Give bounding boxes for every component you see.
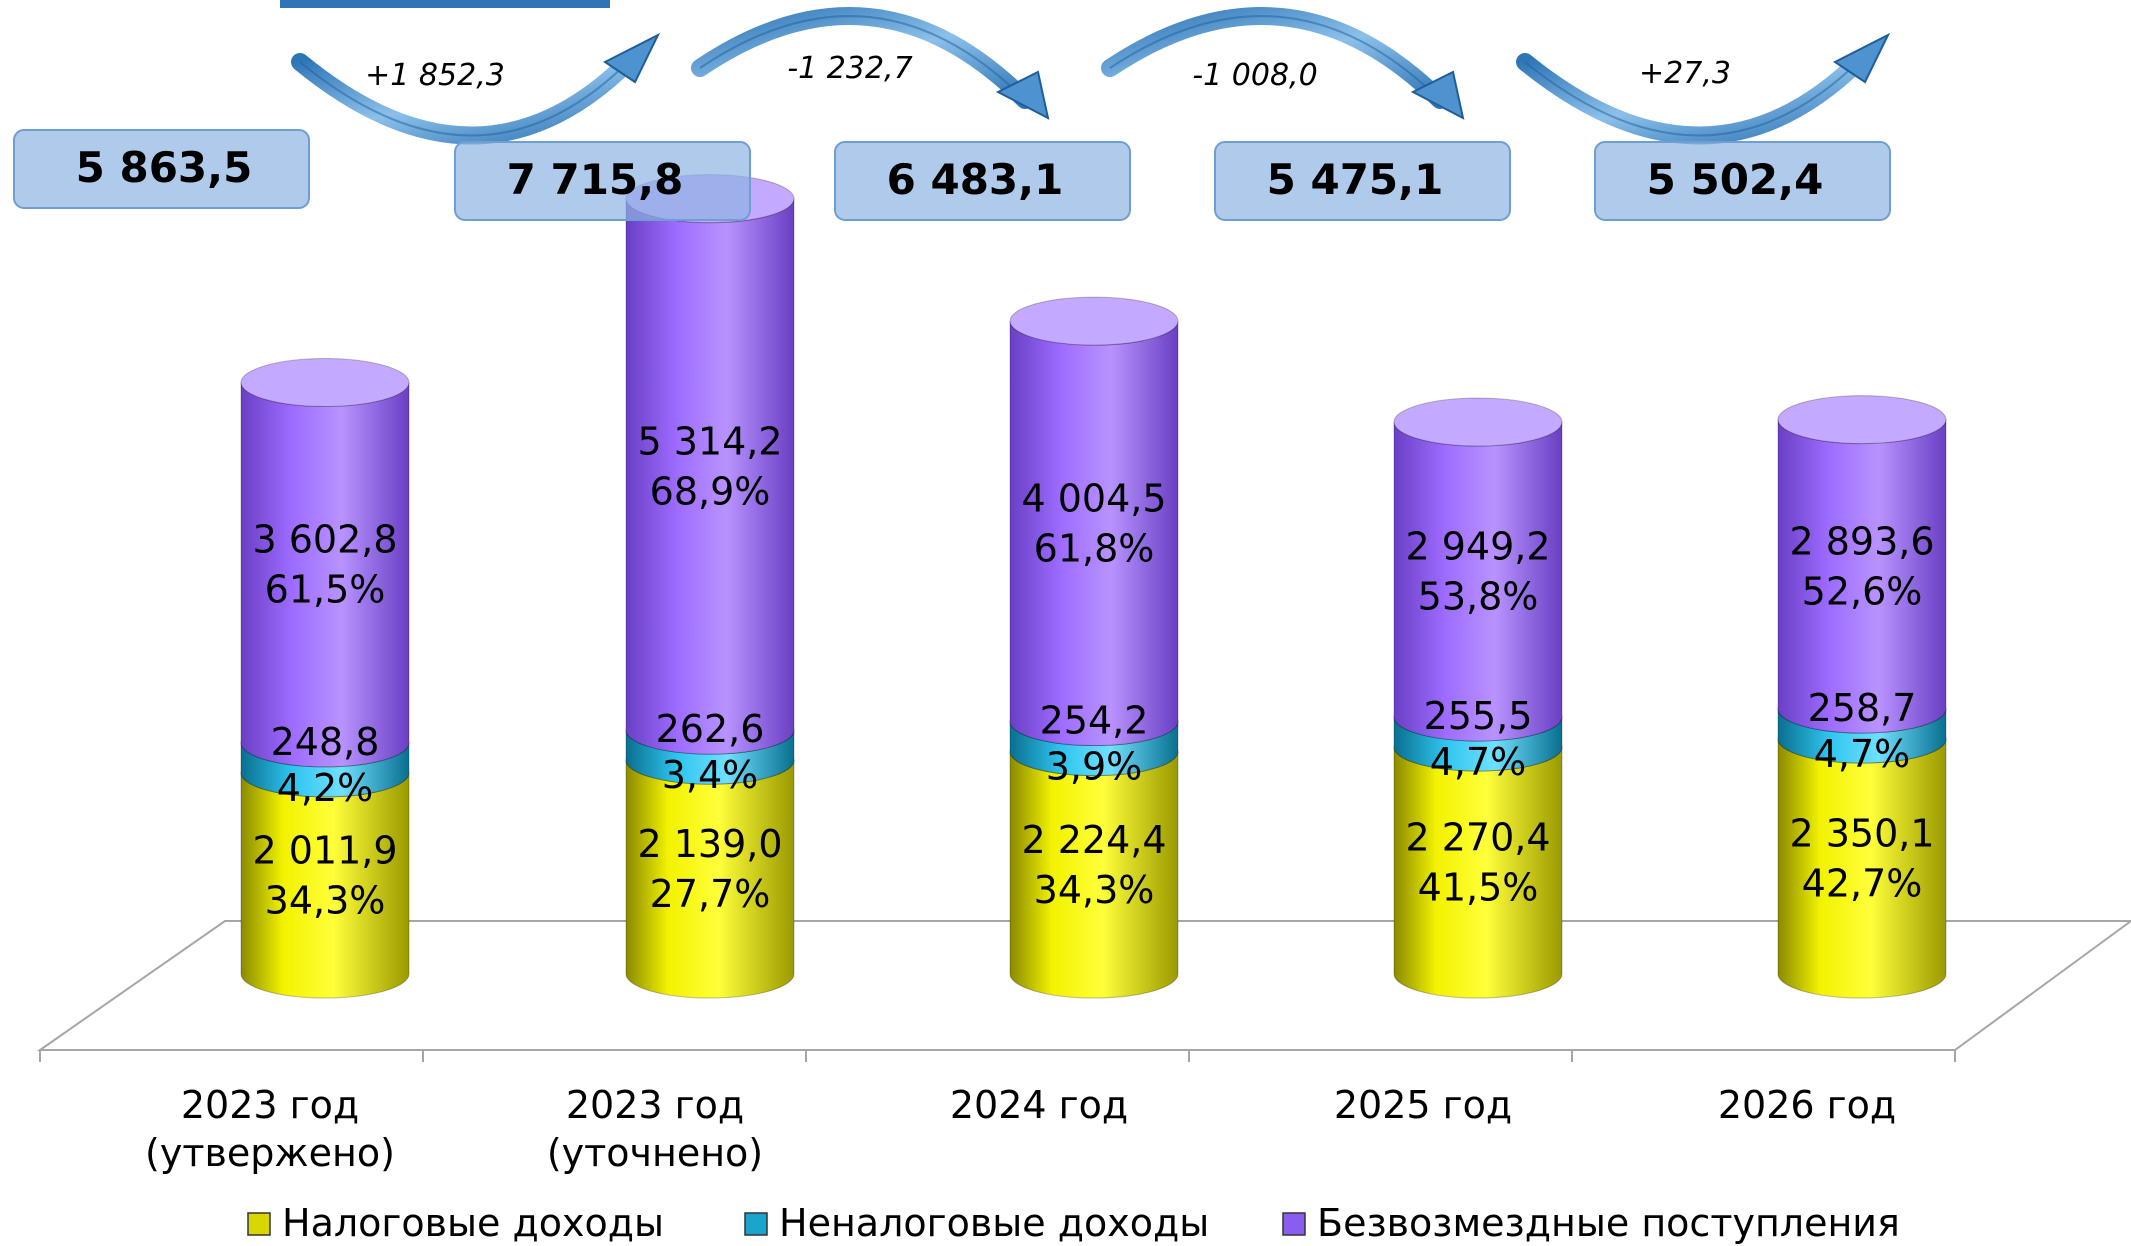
bar-cap-gratuitous-4 bbox=[1777, 395, 1947, 445]
x-axis-labels: 2023 год(утвержено)2023 год(уточнено)202… bbox=[145, 1083, 1896, 1175]
x-tick-label-1-1: (уточнено) bbox=[547, 1131, 763, 1175]
data-label-percent-gratuitous-0: 61,5% bbox=[265, 568, 386, 612]
data-label-percent-nontax-2: 3,9% bbox=[1046, 745, 1143, 789]
change-arrow-3: +27,3 bbox=[1516, 32, 1891, 145]
bar-gratuitous-3 bbox=[1393, 397, 1563, 742]
total-box-bg-0 bbox=[13, 129, 310, 209]
total-value-4: 5 502,4 bbox=[1647, 155, 1824, 204]
data-label-value-nontax-4: 258,7 bbox=[1808, 686, 1917, 730]
total-box-bg-3 bbox=[1214, 141, 1511, 221]
data-label-percent-gratuitous-2: 61,8% bbox=[1034, 526, 1155, 570]
change-label-3: +27,3 bbox=[1639, 56, 1731, 91]
data-label-value-tax-0: 2 011,9 bbox=[252, 828, 397, 872]
data-label-percent-tax-1: 27,7% bbox=[650, 872, 771, 916]
change-arrow-outline-3 bbox=[1524, 59, 1861, 137]
x-tick-label-3-0: 2025 год bbox=[1334, 1083, 1512, 1127]
change-arrow-head-2 bbox=[1410, 70, 1465, 120]
legend-item-tax: Налоговые доходы bbox=[247, 1201, 664, 1245]
total-box-bg-4 bbox=[1594, 141, 1891, 221]
change-label-2: -1 008,0 bbox=[1192, 58, 1317, 93]
legend-swatch-nontax bbox=[744, 1212, 768, 1236]
bar-gratuitous-4 bbox=[1777, 395, 1947, 734]
change-arrow-0: +1 852,3 bbox=[291, 32, 661, 145]
data-label-value-gratuitous-3: 2 949,2 bbox=[1405, 525, 1550, 569]
change-arrow-head-3 bbox=[1833, 32, 1891, 84]
change-arrow-outline-2 bbox=[1109, 15, 1441, 101]
data-label-percent-gratuitous-3: 53,8% bbox=[1418, 575, 1539, 619]
change-arrow-head-1 bbox=[995, 70, 1050, 120]
total-box-3: 5 475,1 bbox=[1214, 141, 1511, 221]
total-value-1: 7 715,8 bbox=[507, 155, 684, 204]
data-label-percent-tax-3: 41,5% bbox=[1418, 865, 1539, 909]
bars-layer: 2 011,9 34,3% 248,84,2% 3 602,8 61,5% 2 139,0… bbox=[240, 174, 1947, 999]
data-label-percent-tax-4: 42,7% bbox=[1802, 861, 1923, 905]
data-label-percent-nontax-1: 3,4% bbox=[662, 753, 759, 797]
change-arrows-layer: +1 852,3 -1 232,7 -1 008,0 +27,3 bbox=[291, 7, 1891, 145]
x-tick-label-0-0: 2023 год bbox=[181, 1083, 359, 1127]
change-arrow-1: -1 232,7 bbox=[691, 7, 1050, 120]
data-label-value-gratuitous-1: 5 314,2 bbox=[637, 419, 782, 463]
change-label-1: -1 232,7 bbox=[787, 51, 912, 86]
total-value-2: 6 483,1 bbox=[887, 155, 1064, 204]
data-label-value-nontax-3: 255,5 bbox=[1424, 694, 1533, 738]
total-box-bg-2 bbox=[834, 141, 1131, 221]
change-arrow-head-0 bbox=[603, 32, 661, 84]
legend: Налоговые доходы Неналоговые доходы Безвоз… bbox=[247, 1201, 1900, 1245]
total-box-4: 5 502,4 bbox=[1594, 141, 1891, 221]
change-arrow-outline-1 bbox=[699, 15, 1026, 101]
legend-item-gratuitous: Безвозмездные поступления bbox=[1282, 1201, 1900, 1245]
data-label-value-nontax-2: 254,2 bbox=[1040, 699, 1149, 743]
total-box-bg-1 bbox=[454, 141, 751, 221]
data-label-percent-nontax-4: 4,7% bbox=[1814, 732, 1911, 776]
data-label-percent-gratuitous-4: 52,6% bbox=[1802, 569, 1923, 613]
data-label-value-nontax-0: 248,8 bbox=[271, 720, 380, 764]
change-arrow-2: -1 008,0 bbox=[1101, 7, 1465, 120]
data-label-percent-nontax-3: 4,7% bbox=[1430, 740, 1527, 784]
data-label-value-tax-3: 2 270,4 bbox=[1405, 815, 1550, 859]
legend-label-tax: Налоговые доходы bbox=[282, 1201, 664, 1245]
total-value-3: 5 475,1 bbox=[1267, 155, 1444, 204]
bar-gratuitous-0 bbox=[240, 358, 410, 768]
bar-cap-gratuitous-2 bbox=[1009, 296, 1179, 346]
data-label-value-nontax-1: 262,6 bbox=[656, 707, 765, 751]
x-tick-label-1-0: 2023 год bbox=[566, 1083, 744, 1127]
total-boxes-layer: 5 863,5 7 715,8 6 483,1 5 475,1 5 502,4 bbox=[13, 129, 1891, 221]
total-box-1: 7 715,8 bbox=[454, 141, 751, 221]
data-label-value-tax-2: 2 224,4 bbox=[1021, 818, 1166, 862]
data-label-value-gratuitous-2: 4 004,5 bbox=[1021, 476, 1166, 520]
data-label-percent-tax-0: 34,3% bbox=[265, 878, 386, 922]
x-tick-label-4-0: 2026 год bbox=[1718, 1083, 1896, 1127]
change-label-0: +1 852,3 bbox=[365, 58, 505, 93]
data-label-value-tax-4: 2 350,1 bbox=[1789, 811, 1934, 855]
total-box-2: 6 483,1 bbox=[834, 141, 1131, 221]
total-box-0: 5 863,5 bbox=[13, 129, 310, 209]
bar-cap-gratuitous-3 bbox=[1393, 397, 1563, 447]
data-label-percent-tax-2: 34,3% bbox=[1034, 868, 1155, 912]
bar-gratuitous-1 bbox=[625, 174, 795, 755]
data-label-value-gratuitous-0: 3 602,8 bbox=[252, 518, 397, 562]
legend-label-gratuitous: Безвозмездные поступления bbox=[1317, 1201, 1900, 1245]
change-arrow-outline-0 bbox=[299, 59, 631, 137]
total-value-0: 5 863,5 bbox=[76, 143, 253, 192]
data-label-value-tax-1: 2 139,0 bbox=[637, 822, 782, 866]
legend-swatch-gratuitous bbox=[1282, 1212, 1306, 1236]
cropped-title-fragment bbox=[280, 0, 610, 8]
legend-label-nontax: Неналоговые доходы bbox=[779, 1201, 1209, 1245]
x-tick-label-2-0: 2024 год bbox=[950, 1083, 1128, 1127]
legend-item-nontax: Неналоговые доходы bbox=[744, 1201, 1209, 1245]
data-label-percent-gratuitous-1: 68,9% bbox=[650, 469, 771, 513]
data-label-percent-nontax-0: 4,2% bbox=[277, 766, 374, 810]
data-label-value-gratuitous-4: 2 893,6 bbox=[1789, 519, 1934, 563]
bar-gratuitous-2 bbox=[1009, 296, 1179, 747]
legend-swatch-tax bbox=[247, 1212, 271, 1236]
x-tick-label-0-1: (утвержено) bbox=[145, 1131, 395, 1175]
bar-cap-gratuitous-0 bbox=[240, 358, 410, 408]
